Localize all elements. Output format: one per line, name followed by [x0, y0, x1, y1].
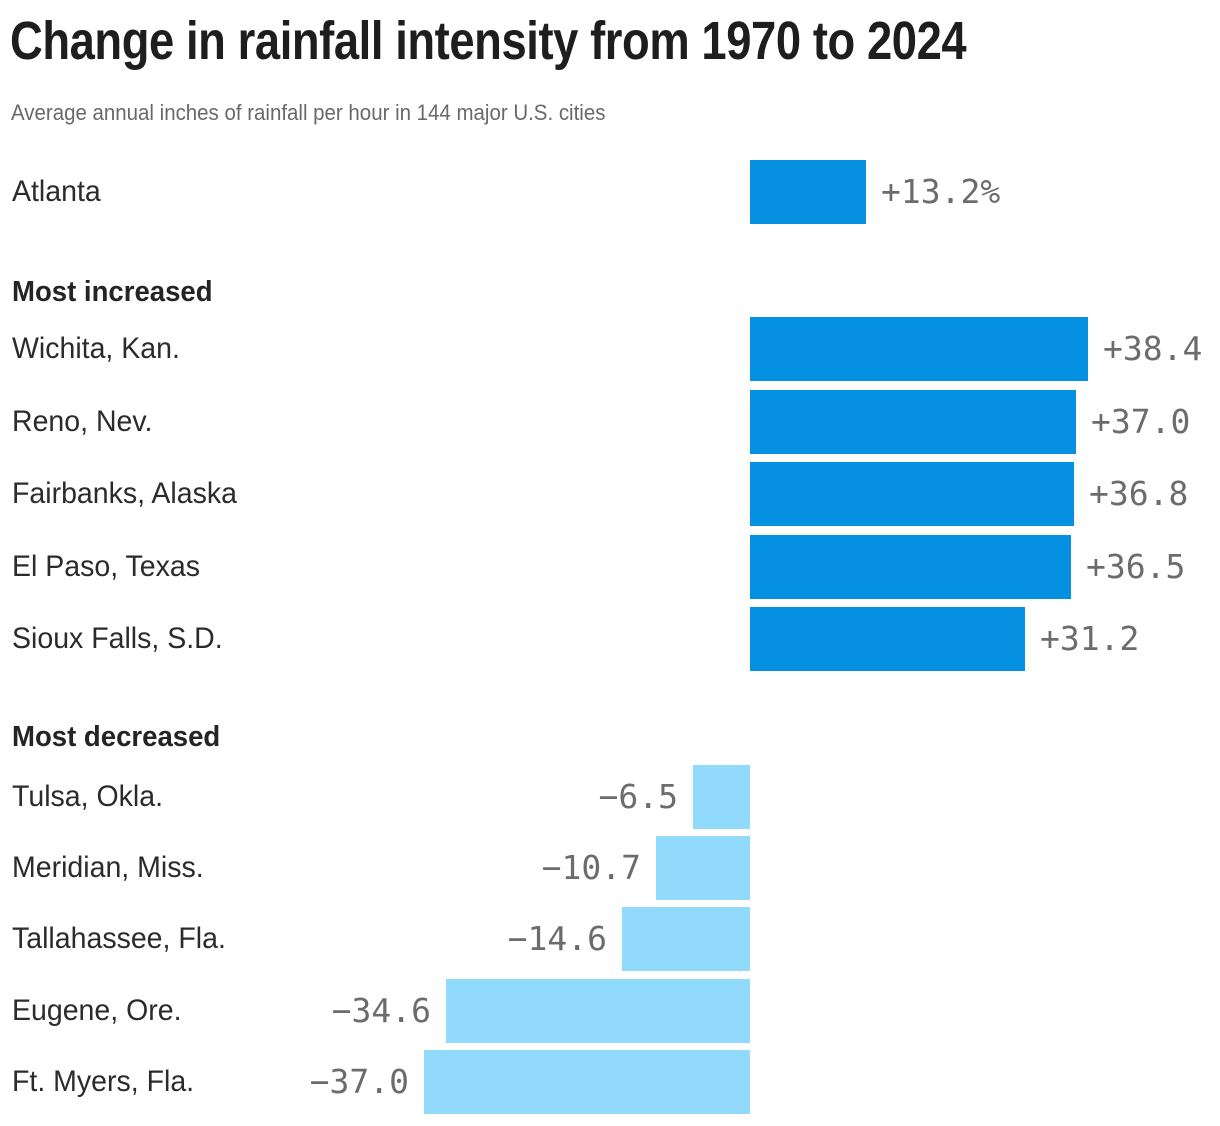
bar-atlanta [750, 160, 866, 224]
value-label-tallahassee-fla: −14.6 [507, 919, 607, 959]
bar-row-wichita-kan: Wichita, Kan. +38.4 [0, 317, 1220, 381]
section-heading-most-increased: Most increased [12, 276, 213, 308]
section-heading-most-decreased: Most decreased [12, 721, 221, 753]
value-label-el-paso-texas: +36.5 [1086, 546, 1186, 586]
bar-row-fairbanks-alaska: Fairbanks, Alaska +36.8 [0, 462, 1220, 526]
bar-row-ft-myers-fla: Ft. Myers, Fla. −37.0 [0, 1049, 1220, 1114]
city-label-atlanta: Atlanta [12, 175, 101, 208]
city-label-wichita-kan: Wichita, Kan. [12, 332, 180, 365]
value-label-wichita-kan: +38.4 [1103, 329, 1203, 368]
bar-row-tulsa-okla: Tulsa, Okla. −6.5 [0, 765, 1220, 829]
bar-wichita-kan [750, 317, 1088, 381]
value-label-reno-nev: +37.0 [1091, 401, 1191, 441]
city-label-sioux-falls-s-d: Sioux Falls, S.D. [12, 622, 223, 655]
city-label-reno-nev: Reno, Nev. [12, 404, 153, 438]
value-label-fairbanks-alaska: +36.8 [1089, 474, 1189, 513]
value-label-eugene-ore: −34.6 [331, 990, 431, 1030]
bar-meridian-miss [656, 836, 750, 901]
city-label-tulsa-okla: Tulsa, Okla. [12, 780, 163, 813]
chart-subtitle: Average annual inches of rainfall per ho… [11, 100, 606, 125]
bar-row-el-paso-texas: El Paso, Texas +36.5 [0, 534, 1220, 599]
value-label-sioux-falls-s-d: +31.2 [1040, 619, 1140, 658]
bar-row-atlanta: Atlanta +13.2% [0, 160, 1220, 224]
bar-row-reno-nev: Reno, Nev. +37.0 [0, 389, 1220, 454]
bar-el-paso-texas [750, 534, 1071, 599]
bar-row-meridian-miss: Meridian, Miss. −10.7 [0, 836, 1220, 901]
bar-row-eugene-ore: Eugene, Ore. −34.6 [0, 978, 1220, 1043]
value-label-ft-myers-fla: −37.0 [309, 1061, 409, 1101]
bar-fairbanks-alaska [750, 462, 1074, 526]
city-label-eugene-ore: Eugene, Ore. [12, 993, 182, 1027]
chart-title: Change in rainfall intensity from 1970 t… [10, 11, 967, 71]
city-label-ft-myers-fla: Ft. Myers, Fla. [12, 1064, 195, 1098]
city-label-meridian-miss: Meridian, Miss. [12, 851, 204, 885]
city-label-el-paso-texas: El Paso, Texas [12, 549, 200, 583]
city-label-tallahassee-fla: Tallahassee, Fla. [12, 922, 226, 956]
bar-sioux-falls-s-d [750, 607, 1025, 671]
bar-row-tallahassee-fla: Tallahassee, Fla. −14.6 [0, 907, 1220, 972]
bar-tulsa-okla [693, 765, 750, 829]
value-label-atlanta: +13.2% [881, 172, 1001, 211]
bar-eugene-ore [446, 978, 750, 1043]
bar-tallahassee-fla [622, 907, 750, 972]
bar-row-sioux-falls-s-d: Sioux Falls, S.D. +31.2 [0, 607, 1220, 671]
bar-ft-myers-fla [424, 1049, 750, 1114]
bar-reno-nev [750, 389, 1076, 454]
city-label-fairbanks-alaska: Fairbanks, Alaska [12, 477, 237, 510]
value-label-meridian-miss: −10.7 [541, 848, 641, 888]
value-label-tulsa-okla: −6.5 [598, 777, 678, 816]
